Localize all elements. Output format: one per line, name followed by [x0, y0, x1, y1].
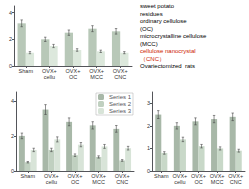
svg-text:OVX+: OVX+ — [114, 173, 130, 179]
svg-text:Sham: Sham — [19, 68, 34, 74]
svg-text:0: 0 — [9, 63, 12, 69]
svg-text:Series 2: Series 2 — [109, 101, 132, 107]
svg-text:(OC): (OC) — [140, 26, 153, 32]
svg-text:cellulose nanocrystal: cellulose nanocrystal — [140, 48, 196, 54]
svg-text:(MCC): (MCC) — [140, 41, 158, 47]
svg-text:OC: OC — [69, 74, 77, 80]
svg-text:cellu: cellu — [46, 179, 57, 185]
svg-text:OVX+: OVX+ — [42, 68, 57, 74]
svg-text:Sham: Sham — [21, 173, 36, 179]
svg-text:ordinary cellulose: ordinary cellulose — [140, 18, 187, 24]
svg-text:Series 3: Series 3 — [109, 108, 132, 114]
svg-text:Sham: Sham — [154, 173, 169, 179]
svg-text:microcrystalline cellulose: microcrystalline cellulose — [140, 33, 207, 39]
svg-text:OVX+: OVX+ — [65, 68, 81, 74]
svg-text:OVX+: OVX+ — [172, 173, 188, 179]
svg-text:residues: residues — [140, 11, 163, 17]
svg-text:2: 2 — [147, 123, 150, 129]
svg-text:cellu: cellu — [174, 179, 185, 185]
svg-text:OVX+: OVX+ — [209, 173, 225, 179]
svg-text:MCC: MCC — [211, 179, 224, 185]
svg-text:MCC: MCC — [90, 74, 103, 80]
svg-text:CNC: CNC — [230, 179, 242, 185]
svg-text:0: 0 — [147, 168, 150, 174]
svg-text:OVX+: OVX+ — [67, 173, 83, 179]
svg-text:CNC: CNC — [114, 74, 126, 80]
svg-text:OVX+: OVX+ — [44, 173, 59, 179]
svg-text:（CNC）: （CNC） — [140, 56, 165, 63]
svg-text:OVX+: OVX+ — [191, 173, 206, 179]
svg-text:Series 1: Series 1 — [109, 94, 132, 100]
svg-text:OVX+: OVX+ — [91, 173, 106, 179]
svg-text:Ovariectomized rats: Ovariectomized rats — [140, 63, 195, 69]
svg-text:cellu: cellu — [44, 74, 55, 80]
svg-text:OC: OC — [194, 179, 202, 185]
svg-text:OVX+: OVX+ — [89, 68, 104, 74]
svg-text:2: 2 — [11, 133, 14, 139]
svg-text:OC: OC — [71, 179, 79, 185]
svg-text:2: 2 — [9, 36, 12, 42]
svg-text:4: 4 — [11, 98, 14, 104]
svg-text:OVX+: OVX+ — [112, 68, 128, 74]
svg-text:OVX+: OVX+ — [228, 173, 244, 179]
svg-text:3: 3 — [147, 100, 150, 106]
svg-text:sweet potato: sweet potato — [140, 3, 175, 9]
svg-text:MCC: MCC — [92, 179, 105, 185]
svg-text:4: 4 — [9, 10, 12, 16]
svg-text:1: 1 — [147, 145, 150, 151]
svg-text:0: 0 — [11, 168, 14, 174]
svg-text:CNC: CNC — [116, 179, 128, 185]
